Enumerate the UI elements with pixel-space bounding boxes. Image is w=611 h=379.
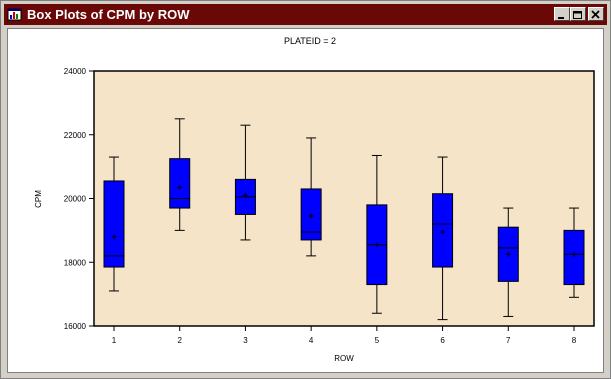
minimize-button[interactable] — [554, 7, 570, 21]
iqr-box — [563, 229, 585, 286]
mean-marker — [111, 234, 117, 240]
x-tick-label: 1 — [112, 336, 117, 345]
iqr-box — [169, 158, 191, 209]
mean-marker — [177, 184, 183, 190]
y-tick-label: 20000 — [64, 195, 87, 204]
y-tick-label: 24000 — [64, 67, 87, 76]
window-title: Box Plots of CPM by ROW — [27, 7, 190, 22]
x-tick-label: 2 — [177, 336, 182, 345]
mean-marker — [308, 213, 314, 219]
iqr-box — [103, 180, 125, 268]
x-axis-label: ROW — [334, 354, 354, 363]
x-tick-label: 7 — [506, 336, 511, 345]
box-plot-1 — [103, 156, 125, 292]
box-series — [103, 118, 585, 321]
y-axis-label: CPM — [34, 190, 43, 208]
x-tick-label: 6 — [440, 336, 445, 345]
box-plot-7 — [497, 207, 519, 317]
minimize-icon — [558, 17, 564, 19]
plot-background — [93, 70, 595, 327]
graph-area: PLATEID = 2 16000 18000 20000 22000 24000 1 2… — [7, 28, 604, 373]
box-plot-5 — [366, 154, 388, 314]
y-axis: 16000 18000 20000 22000 24000 — [64, 67, 94, 331]
box-plot-3 — [234, 124, 256, 241]
x-axis: 1 2 3 4 5 6 7 8 — [112, 326, 577, 345]
x-tick-label: 8 — [572, 336, 577, 345]
mean-marker — [242, 192, 248, 198]
chart-title: PLATEID = 2 — [284, 36, 336, 46]
mean-marker — [374, 242, 380, 248]
box-plot-2 — [169, 118, 191, 231]
box-plot-chart: PLATEID = 2 16000 18000 20000 22000 24000 1 2… — [34, 36, 595, 363]
box-plot-8 — [563, 207, 585, 298]
x-tick-label: 4 — [309, 336, 314, 345]
mean-marker — [505, 251, 511, 257]
y-tick-label: 22000 — [64, 131, 87, 140]
x-tick-label: 5 — [375, 336, 380, 345]
restore-button[interactable] — [570, 7, 586, 21]
close-icon — [591, 10, 600, 19]
box-plot-6 — [432, 156, 454, 321]
box-plot-4 — [300, 137, 322, 257]
mean-marker — [571, 251, 577, 257]
y-tick-label: 18000 — [64, 258, 87, 267]
restore-icon — [573, 11, 582, 19]
mean-marker — [440, 229, 446, 235]
title-bar[interactable]: Box Plots of CPM by ROW — [4, 4, 607, 25]
x-tick-label: 3 — [243, 336, 248, 345]
y-tick-label: 16000 — [64, 322, 87, 331]
sas-graph-window-icon[interactable] — [7, 7, 23, 23]
close-button[interactable] — [588, 7, 604, 21]
